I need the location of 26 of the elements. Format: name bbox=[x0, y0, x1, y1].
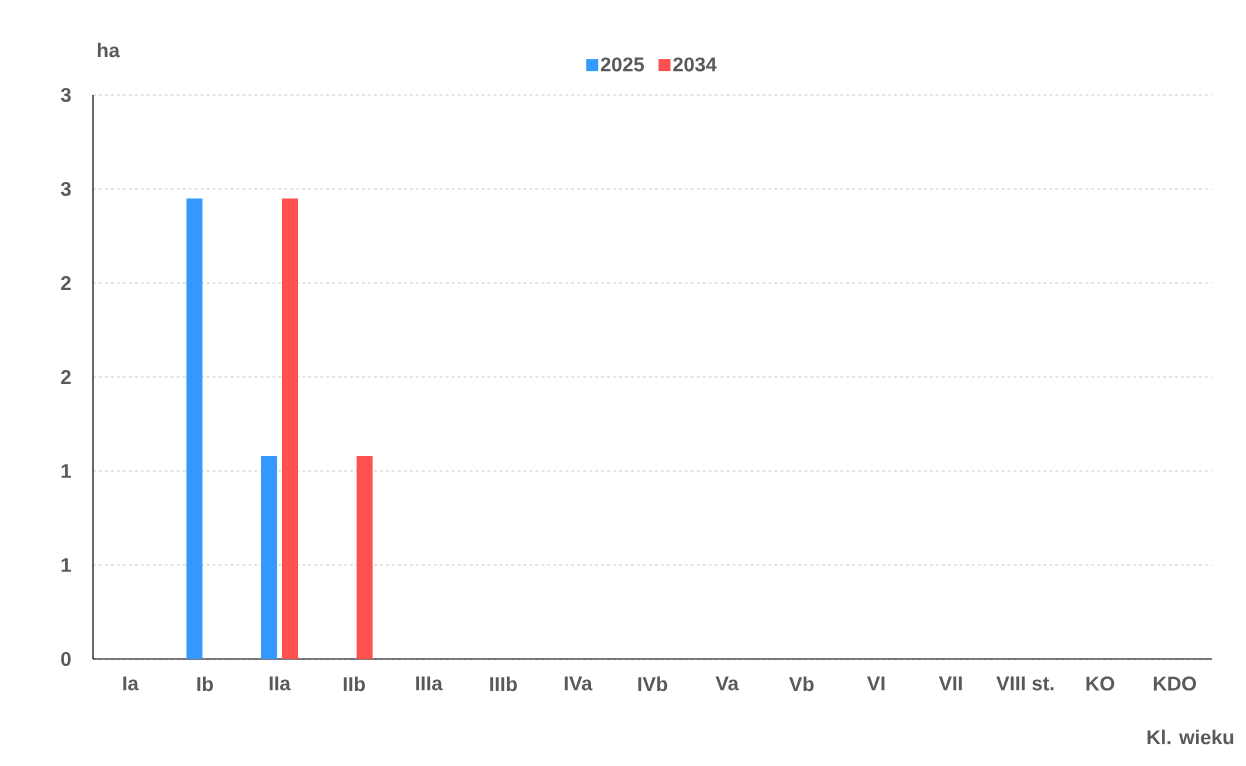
x-tick-label: IIb bbox=[343, 676, 365, 692]
x-tick-label: VIII st. bbox=[996, 676, 1054, 691]
y-axis-title: ha bbox=[97, 42, 120, 58]
x-tick-label: IVb bbox=[638, 676, 668, 692]
y-tick-label: 3 bbox=[60, 87, 71, 103]
y-tick-label: 2 bbox=[61, 370, 71, 384]
x-tick-label: VII bbox=[938, 676, 962, 691]
y-tick-label: 1 bbox=[61, 464, 71, 478]
y-tick-label: 3 bbox=[60, 181, 71, 197]
x-axis-title: Kl. wieku bbox=[1147, 729, 1234, 745]
x-tick-label: IIIa bbox=[416, 676, 443, 691]
y-tick-label: 2 bbox=[61, 276, 71, 290]
x-tick-label: KDO bbox=[1153, 676, 1196, 691]
x-tick-label: Ib bbox=[197, 676, 213, 692]
x-tick-label: KO bbox=[1086, 676, 1115, 691]
y-tick-label: 0 bbox=[61, 651, 71, 667]
x-tick-label: IVa bbox=[564, 676, 593, 691]
x-tick-label: Vb bbox=[789, 676, 814, 692]
x-tick-label: VI bbox=[867, 676, 885, 691]
x-tick-label: IIIb bbox=[490, 676, 517, 692]
y-tick-label: 1 bbox=[61, 558, 71, 572]
x-tick-label: Ia bbox=[123, 676, 139, 691]
x-tick-label: IIa bbox=[269, 676, 291, 691]
x-tick-label: Va bbox=[715, 676, 739, 691]
legend-label: 2034 bbox=[673, 57, 717, 72]
legend-label: 2025 bbox=[600, 57, 644, 72]
